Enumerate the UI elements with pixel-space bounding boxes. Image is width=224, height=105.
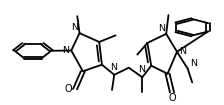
Text: N: N xyxy=(71,23,78,32)
Text: N: N xyxy=(179,47,186,56)
Text: O: O xyxy=(65,84,72,94)
Text: N: N xyxy=(138,65,145,74)
Text: N: N xyxy=(62,46,69,55)
Text: N: N xyxy=(190,59,197,68)
Text: O: O xyxy=(168,93,176,104)
Text: N: N xyxy=(110,63,117,72)
Text: N: N xyxy=(158,24,165,33)
